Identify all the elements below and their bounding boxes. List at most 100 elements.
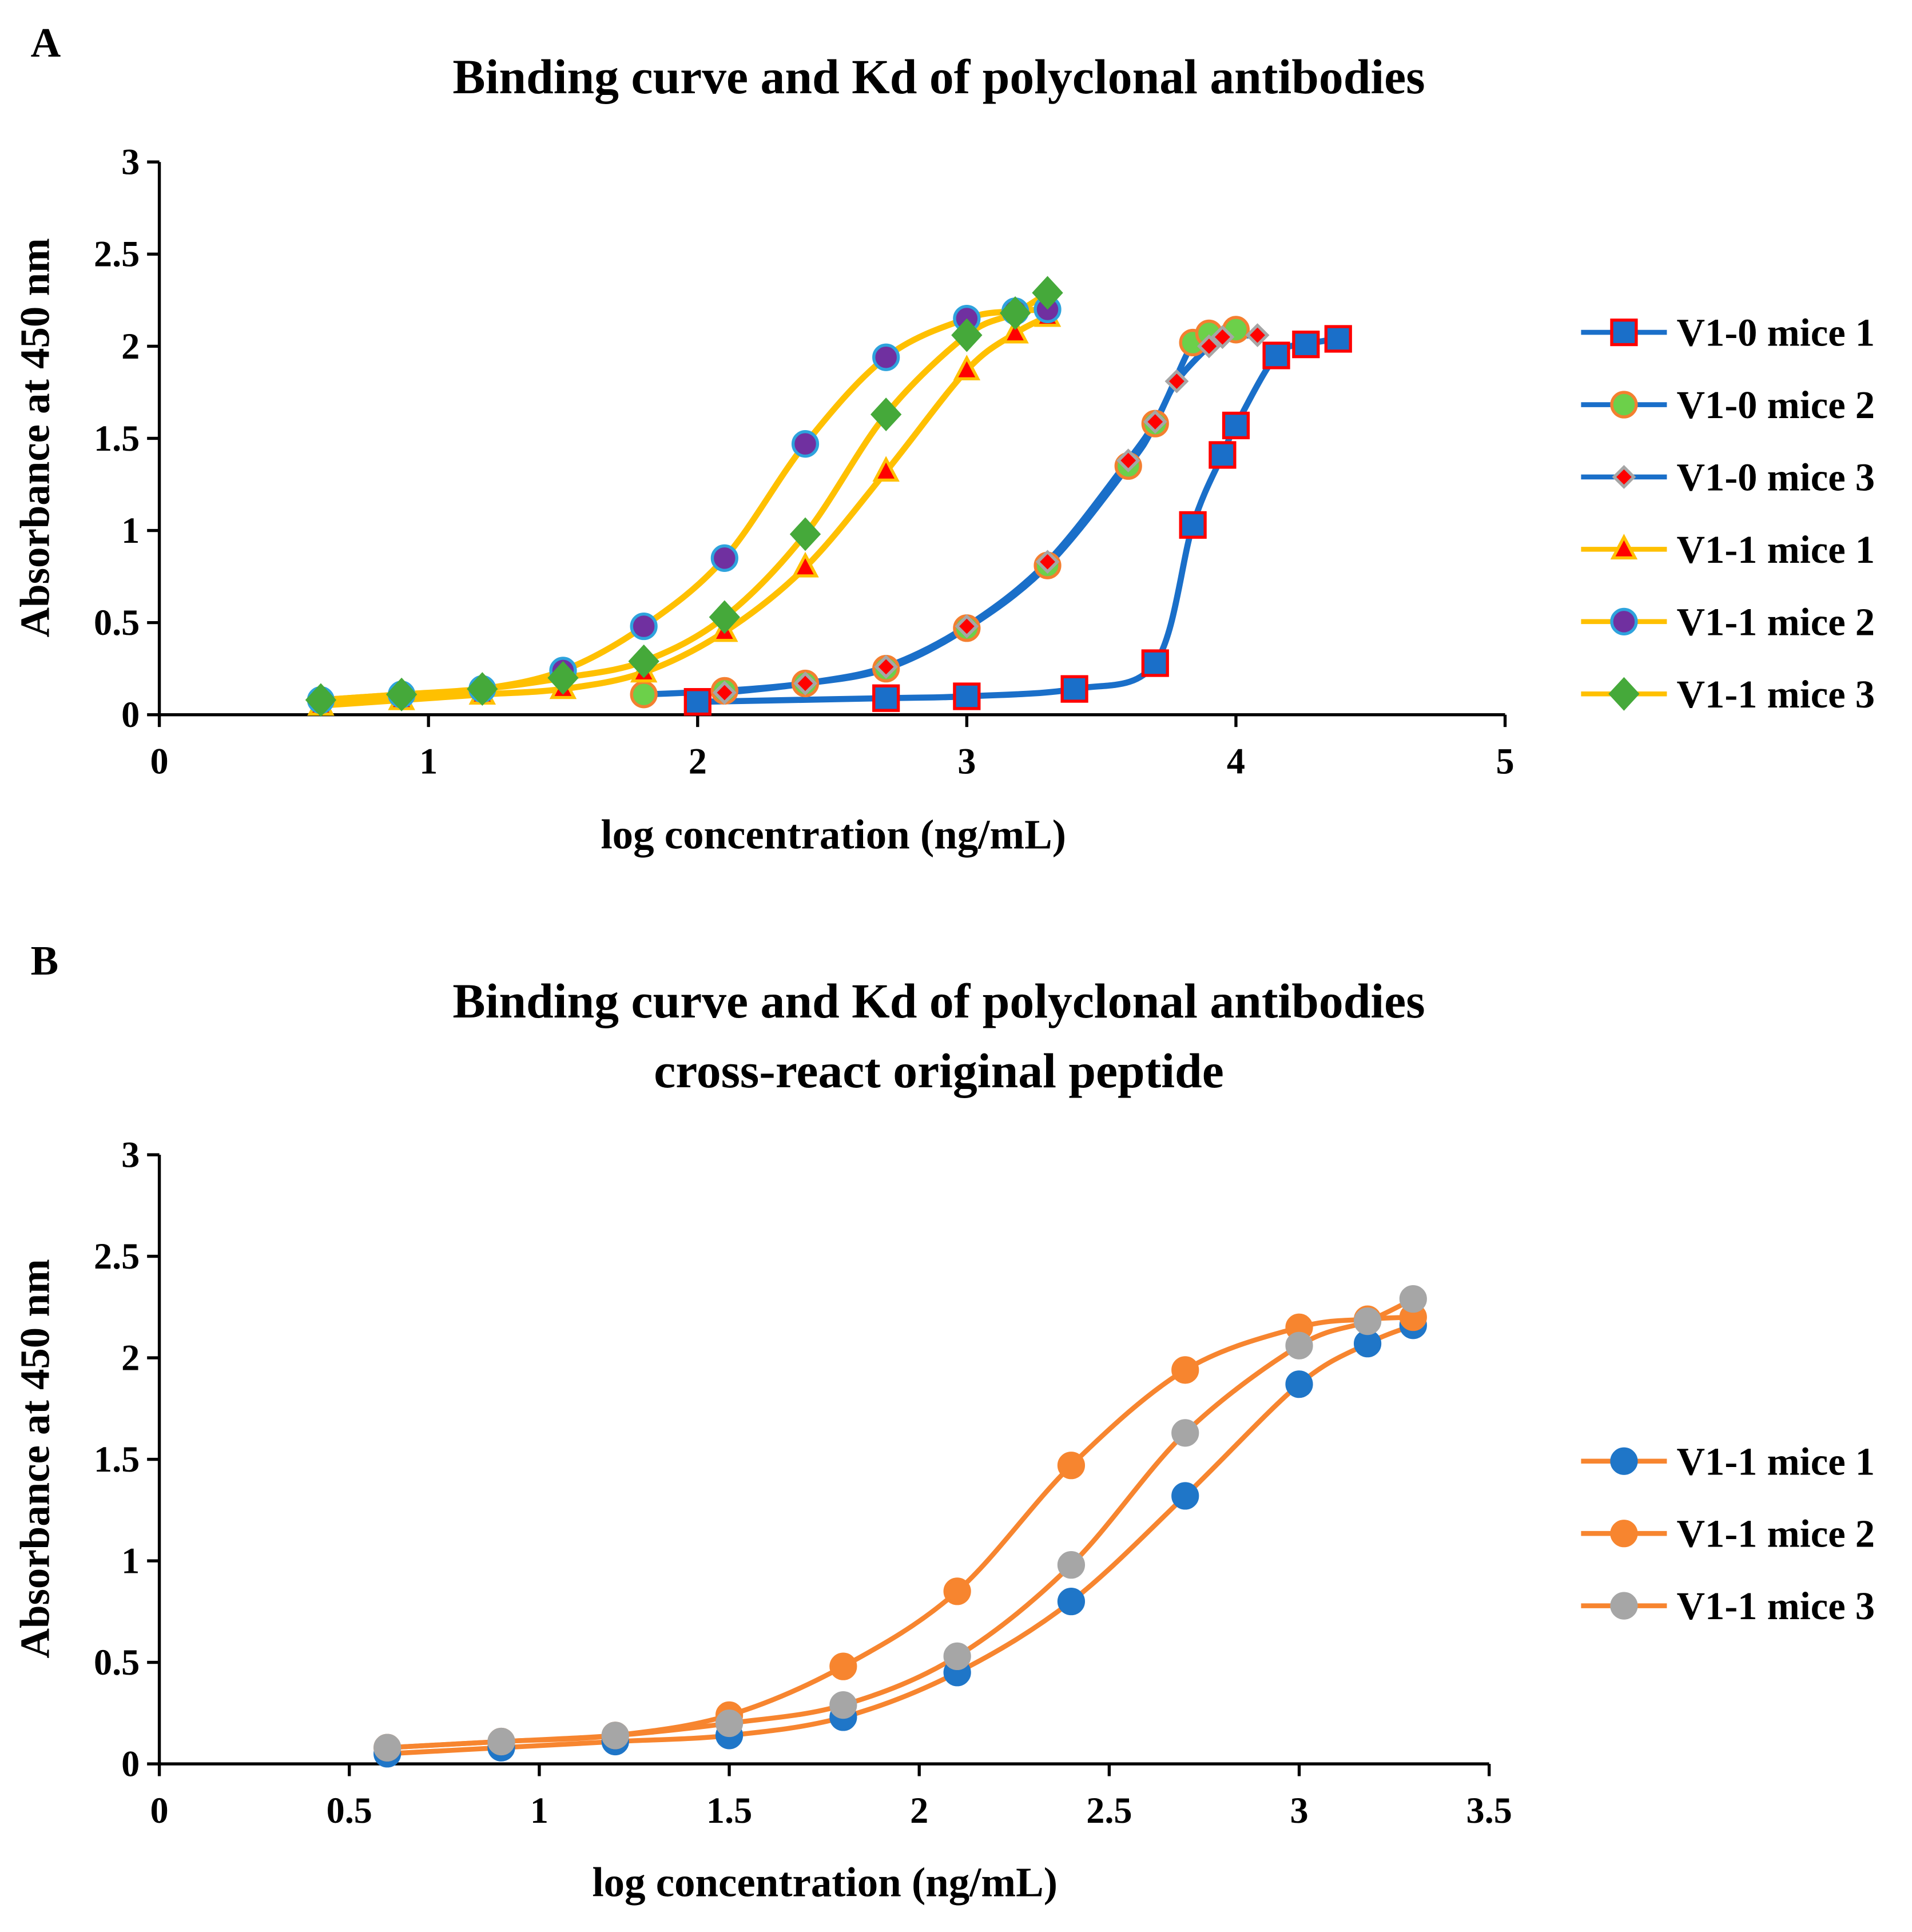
- data-point: [1141, 649, 1169, 677]
- legend-label: V1-1 mice 3: [1677, 1584, 1875, 1628]
- data-point: [709, 600, 740, 634]
- legend-label: V1-0 mice 1: [1677, 311, 1875, 355]
- y-tick-label: 1: [121, 1540, 140, 1581]
- data-point: [1060, 675, 1088, 703]
- x-tick-label: 0.5: [327, 1790, 372, 1831]
- data-point: [943, 1577, 971, 1605]
- x-tick-label: 4: [1227, 741, 1245, 782]
- data-point: [683, 688, 711, 716]
- y-tick-label: 2: [121, 1337, 140, 1378]
- x-tick-label: 3.5: [1466, 1790, 1512, 1831]
- data-point: [943, 1642, 971, 1671]
- data-point: [792, 551, 819, 578]
- series-line-v1-1-mice-3: [317, 289, 1051, 703]
- data-point: [1179, 511, 1207, 539]
- chart-title-b-line2: cross-react original peptide: [654, 1044, 1224, 1098]
- y-tick-label: 3: [121, 142, 140, 182]
- y-tick-label: 0: [121, 1743, 140, 1784]
- legend-entry: V1-1 mice 3: [1581, 1584, 1875, 1628]
- legend-label: V1-1 mice 3: [1677, 673, 1875, 716]
- panel-a: A Binding curve and Kd of polyclonal ant…: [12, 19, 1875, 857]
- data-point: [999, 296, 1031, 330]
- data-point: [1292, 331, 1320, 359]
- x-tick-label: 1.5: [706, 1790, 752, 1831]
- series-line-v1-1-mice-3: [384, 1296, 1416, 1750]
- data-point: [1222, 411, 1250, 440]
- y-tick-label: 0.5: [94, 1642, 140, 1683]
- data-point: [1171, 1482, 1199, 1510]
- legend-label: V1-1 mice 1: [1677, 1440, 1875, 1483]
- legend-marker: [1610, 607, 1638, 635]
- data-point: [1245, 323, 1270, 347]
- x-axis-label-a: log concentration (ng/mL): [601, 811, 1066, 857]
- data-point: [1143, 410, 1167, 434]
- legend-entry: V1-1 mice 1: [1581, 528, 1875, 571]
- data-point: [872, 456, 900, 482]
- data-point: [1057, 1587, 1086, 1616]
- x-tick-label: 5: [1496, 741, 1514, 782]
- data-point: [628, 644, 659, 678]
- data-point: [953, 682, 981, 710]
- legend-label: V1-0 mice 3: [1677, 456, 1875, 499]
- legend-entry: V1-0 mice 1: [1581, 311, 1875, 355]
- data-point: [1285, 1370, 1313, 1398]
- x-tick-label: 2.5: [1086, 1790, 1132, 1831]
- data-point: [1210, 325, 1235, 349]
- y-axis-label-b: Absorbance at 450 nm: [12, 1259, 58, 1658]
- legend-label: V1-1 mice 2: [1677, 600, 1875, 643]
- data-point: [712, 681, 737, 705]
- data-point: [1057, 1452, 1086, 1480]
- y-tick-label: 2.5: [94, 234, 140, 275]
- data-point: [1116, 448, 1140, 473]
- x-tick-label: 2: [910, 1790, 928, 1831]
- data-point: [630, 612, 658, 641]
- x-tick-label: 2: [689, 741, 707, 782]
- y-tick-label: 0.5: [94, 602, 140, 643]
- legend-entry: V1-1 mice 1: [1581, 1440, 1875, 1483]
- chart-title-b-line1: Binding curve and Kd of polyclonal antib…: [452, 974, 1425, 1028]
- data-point: [373, 1734, 402, 1762]
- data-point: [1399, 1285, 1427, 1313]
- x-tick-label: 0: [150, 1790, 169, 1831]
- data-point: [872, 343, 900, 371]
- data-point: [1001, 317, 1029, 344]
- x-tick-label: 1: [530, 1790, 548, 1831]
- series-line-v1-1-mice-1: [384, 1322, 1416, 1756]
- legend-marker: [1610, 534, 1638, 560]
- legend-entry: V1-1 mice 3: [1581, 673, 1875, 716]
- x-tick-label: 3: [957, 741, 976, 782]
- data-point: [874, 655, 899, 679]
- y-tick-label: 2.5: [94, 1236, 140, 1277]
- legend-label: V1-1 mice 1: [1677, 528, 1875, 571]
- data-point: [1353, 1307, 1382, 1335]
- legend-entry: V1-1 mice 2: [1581, 1512, 1875, 1556]
- series-line-v1-0-mice-1: [694, 336, 1342, 705]
- data-point: [1032, 276, 1063, 310]
- y-tick-label: 1: [121, 510, 140, 551]
- x-tick-label: 0: [150, 741, 169, 782]
- legend-marker: [1610, 1592, 1638, 1620]
- data-point: [1197, 334, 1221, 359]
- legend-marker: [1610, 391, 1638, 419]
- x-tick-label: 3: [1290, 1790, 1308, 1831]
- data-point: [951, 318, 983, 352]
- data-point: [305, 683, 337, 717]
- x-axis-label-b: log concentration (ng/mL): [592, 1859, 1058, 1905]
- chart-title-a: Binding curve and Kd of polyclonal antib…: [452, 50, 1425, 104]
- data-point: [1171, 1419, 1199, 1447]
- data-point: [467, 672, 498, 706]
- data-point: [872, 684, 900, 712]
- data-point: [955, 614, 979, 638]
- data-point: [710, 544, 738, 572]
- legend-marker: [1608, 677, 1640, 711]
- data-point: [789, 517, 821, 551]
- legend-label: V1-1 mice 2: [1677, 1512, 1875, 1556]
- data-point: [1057, 1551, 1086, 1579]
- data-point: [601, 1722, 629, 1750]
- data-point: [547, 661, 579, 695]
- legend-marker: [1610, 1447, 1638, 1475]
- data-point: [829, 1691, 857, 1719]
- x-tick-label: 1: [419, 741, 438, 782]
- data-point: [1171, 1356, 1199, 1384]
